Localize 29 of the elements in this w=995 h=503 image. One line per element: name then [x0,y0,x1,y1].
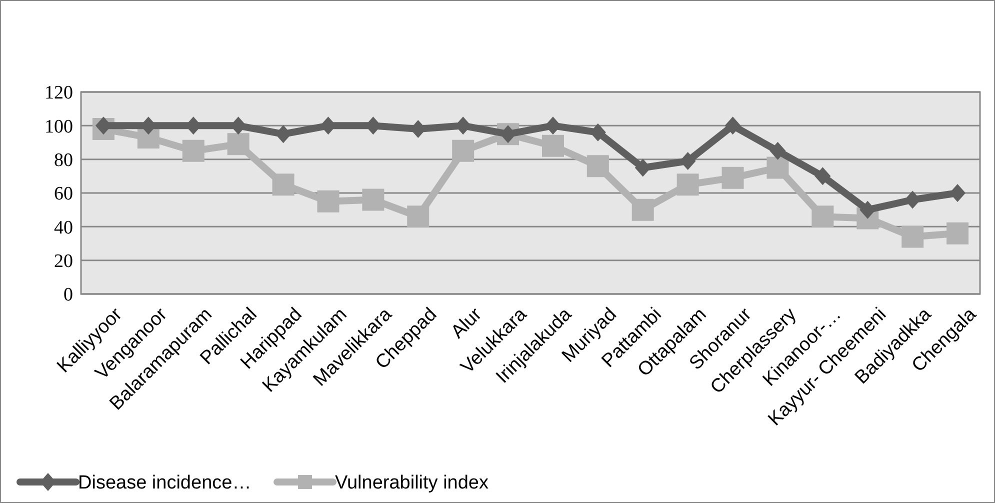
point [812,206,834,228]
point [814,167,831,186]
point [722,166,744,189]
point [586,155,609,178]
point [317,190,340,212]
y-tick-label: 120 [44,82,73,104]
point [770,142,786,160]
point [950,184,966,202]
point [227,133,250,156]
y-tick-label: 20 [54,250,73,272]
point [724,116,741,135]
point [766,156,789,179]
y-tick-label: 40 [54,217,73,238]
point [182,140,204,162]
point [362,188,384,211]
legend-label: Disease incidence… [78,472,252,494]
point [902,226,924,248]
point [272,174,294,196]
y-tick-label: 0 [64,284,73,306]
point [542,134,564,157]
point [632,198,654,221]
point [946,222,969,244]
point [452,140,474,162]
legend-label: Vulnerability index [335,472,489,494]
point [407,206,430,228]
point [676,174,699,196]
y-tick-label: 100 [44,116,73,138]
y-tick-label: 80 [54,150,73,171]
y-tick-label: 60 [54,184,73,205]
